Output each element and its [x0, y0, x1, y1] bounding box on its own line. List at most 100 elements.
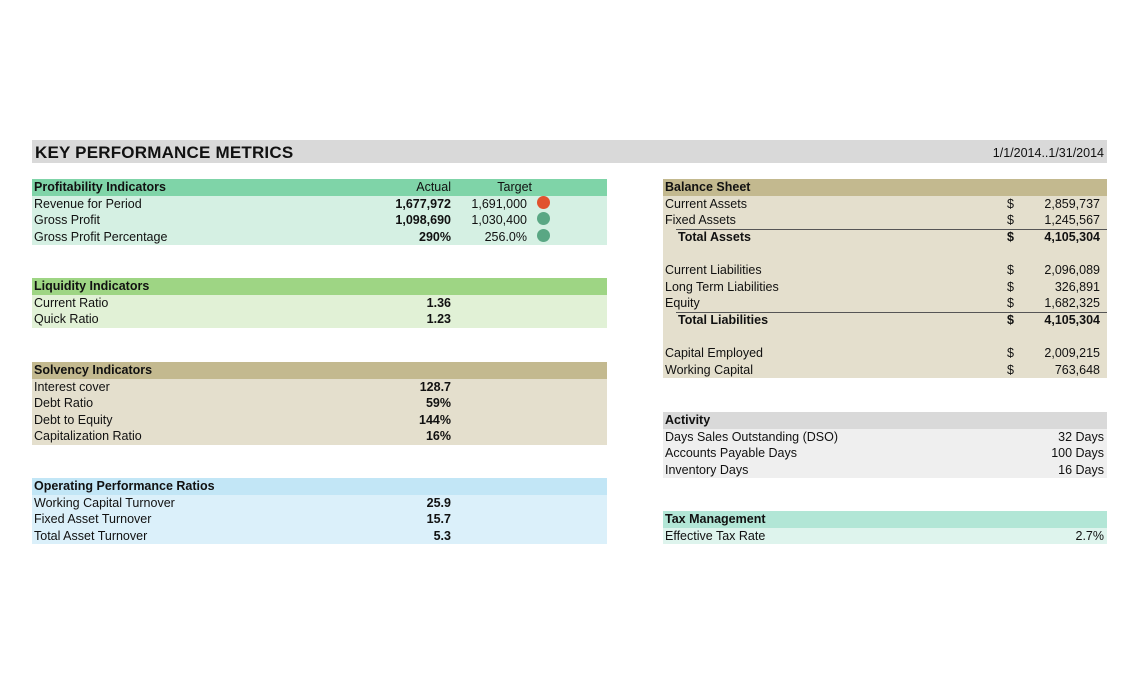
status-green-circle-icon — [537, 212, 550, 226]
profitability-section: Profitability Indicators Actual Target R… — [32, 179, 607, 246]
table-row: Fixed Assets $ 1,245,567 — [663, 212, 1107, 229]
currency-symbol: $ — [1007, 229, 1014, 244]
table-row: Debt to Equity 144% — [32, 412, 607, 429]
liquidity-section: Liquidity Indicators Current Ratio 1.36 … — [32, 278, 607, 328]
table-row: Working Capital $ 763,648 — [663, 362, 1107, 379]
table-row: Debt Ratio 59% — [32, 395, 607, 412]
metric-value: 15.7 — [426, 512, 451, 527]
metric-label: Capitalization Ratio — [34, 429, 142, 444]
total-amount: 4,105,304 — [1044, 229, 1100, 244]
section-title: Profitability Indicators — [34, 180, 166, 194]
currency-symbol: $ — [1007, 262, 1014, 277]
page-title: KEY PERFORMANCE METRICS — [35, 143, 294, 162]
line-label: Working Capital — [665, 362, 754, 377]
actual-value: 1,677,972 — [395, 196, 451, 211]
table-row: Current Assets $ 2,859,737 — [663, 196, 1107, 213]
metric-label: Current Ratio — [34, 295, 109, 310]
metric-value: 16 Days — [1058, 462, 1104, 477]
line-amount: 2,096,089 — [1044, 262, 1100, 277]
date-range: 1/1/2014..1/31/2014 — [992, 146, 1104, 160]
metric-label: Debt to Equity — [34, 412, 113, 427]
metric-value: 59% — [425, 396, 451, 411]
solvency-section: Solvency Indicators Interest cover 128.7… — [32, 362, 607, 445]
table-row: Gross Profit 1,098,690 1,030,400 — [32, 212, 607, 229]
metric-value: 100 Days — [1051, 446, 1104, 461]
table-row: Capitalization Ratio 16% — [32, 428, 607, 445]
liquidity-body: Current Ratio 1.36 Quick Ratio 1.23 — [32, 294, 607, 328]
total-label: Total Assets — [678, 229, 751, 244]
line-label: Fixed Assets — [665, 213, 736, 228]
metric-label: Fixed Asset Turnover — [34, 512, 152, 527]
operating-header: Operating Performance Ratios — [32, 478, 607, 495]
target-value: 1,030,400 — [471, 213, 527, 228]
liquidity-header: Liquidity Indicators — [32, 278, 607, 295]
line-amount: 1,245,567 — [1044, 213, 1100, 228]
line-amount: 2,859,737 — [1044, 196, 1100, 211]
metric-label: Interest cover — [34, 379, 110, 394]
status-red-circle-icon — [537, 195, 550, 209]
total-assets-row: Total Assets $ 4,105,304 — [676, 228, 1107, 246]
metric-label: Gross Profit — [34, 213, 100, 228]
metric-label: Days Sales Outstanding (DSO) — [665, 429, 838, 444]
table-row: Equity $ 1,682,325 — [663, 295, 1107, 312]
table-row: Inventory Days 16 Days — [663, 462, 1107, 479]
operating-section: Operating Performance Ratios Working Cap… — [32, 478, 607, 545]
currency-symbol: $ — [1007, 296, 1014, 311]
metric-value: 5.3 — [433, 528, 451, 543]
metric-value: 1.36 — [426, 295, 451, 310]
currency-symbol: $ — [1007, 345, 1014, 360]
section-title: Balance Sheet — [665, 180, 751, 194]
solvency-body: Interest cover 128.7 Debt Ratio 59% Debt… — [32, 378, 607, 445]
total-label: Total Liabilities — [678, 312, 769, 327]
metric-label: Accounts Payable Days — [665, 446, 798, 461]
metric-value: 2.7% — [1075, 528, 1105, 543]
activity-section: Activity Days Sales Outstanding (DSO) 32… — [663, 412, 1107, 479]
metric-value: 32 Days — [1058, 429, 1104, 444]
balance-sheet-section: Balance Sheet Current Assets $ 2,859,737… — [663, 179, 1107, 379]
actual-value: 290% — [419, 229, 451, 244]
metric-label: Total Asset Turnover — [34, 528, 148, 543]
table-row: Fixed Asset Turnover 15.7 — [32, 511, 607, 528]
total-liabilities-row: Total Liabilities $ 4,105,304 — [676, 311, 1107, 329]
table-row: Working Capital Turnover 25.9 — [32, 495, 607, 512]
metric-label: Debt Ratio — [34, 396, 94, 411]
tax-header: Tax Management — [663, 511, 1107, 528]
currency-symbol: $ — [1007, 196, 1014, 211]
status-green-circle-icon — [537, 228, 550, 242]
metric-label: Revenue for Period — [34, 196, 142, 211]
section-title: Activity — [665, 413, 711, 427]
metric-label: Gross Profit Percentage — [34, 229, 168, 244]
section-title: Solvency Indicators — [34, 363, 153, 377]
metric-label: Working Capital Turnover — [34, 495, 175, 510]
currency-symbol: $ — [1007, 213, 1014, 228]
actual-value: 1,098,690 — [395, 213, 451, 228]
table-row: Days Sales Outstanding (DSO) 32 Days — [663, 429, 1107, 446]
table-row: Current Liabilities $ 2,096,089 — [663, 262, 1107, 279]
balance-sheet-header: Balance Sheet — [663, 179, 1107, 196]
currency-symbol: $ — [1007, 312, 1014, 327]
operating-body: Working Capital Turnover 25.9 Fixed Asse… — [32, 494, 607, 545]
column-header-actual: Actual — [416, 180, 451, 194]
target-value: 1,691,000 — [471, 196, 527, 211]
table-row: Interest cover 128.7 — [32, 379, 607, 396]
currency-symbol: $ — [1007, 279, 1014, 294]
table-row: Quick Ratio 1.23 — [32, 311, 607, 328]
section-title: Tax Management — [665, 512, 766, 526]
metric-label: Effective Tax Rate — [665, 528, 766, 543]
metric-value: 144% — [419, 412, 451, 427]
total-amount: 4,105,304 — [1044, 312, 1100, 327]
target-value: 256.0% — [484, 229, 527, 244]
balance-sheet-body: Current Assets $ 2,859,737 Fixed Assets … — [663, 195, 1107, 379]
metric-value: 1.23 — [426, 312, 451, 327]
table-row: Effective Tax Rate 2.7% — [663, 528, 1107, 545]
activity-body: Days Sales Outstanding (DSO) 32 Days Acc… — [663, 428, 1107, 479]
line-label: Capital Employed — [665, 345, 763, 360]
line-amount: 326,891 — [1054, 279, 1100, 294]
line-label: Long Term Liabilities — [665, 279, 779, 294]
table-row: Revenue for Period 1,677,972 1,691,000 — [32, 195, 607, 213]
activity-header: Activity — [663, 412, 1107, 429]
metric-value: 16% — [425, 429, 451, 444]
section-title: Liquidity Indicators — [34, 279, 150, 293]
solvency-header: Solvency Indicators — [32, 362, 607, 379]
table-row: Capital Employed $ 2,009,215 — [663, 345, 1107, 362]
